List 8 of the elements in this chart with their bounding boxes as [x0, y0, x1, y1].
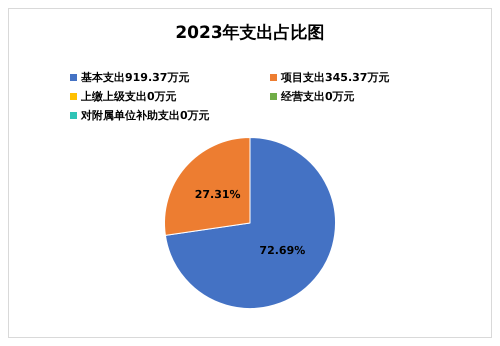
chart-title: 2023年支出占比图: [174, 22, 326, 44]
legend-label: 对附属单位补助支出0万元: [81, 108, 210, 123]
legend-label: 上缴上级支出0万元: [81, 89, 177, 104]
legend-label: 经营支出0万元: [281, 89, 355, 104]
legend-label: 项目支出345.37万元: [281, 70, 390, 85]
data-label: 27.31%: [194, 188, 241, 201]
legend-label: 基本支出919.37万元: [81, 70, 190, 85]
data-label: 72.69%: [259, 244, 306, 257]
